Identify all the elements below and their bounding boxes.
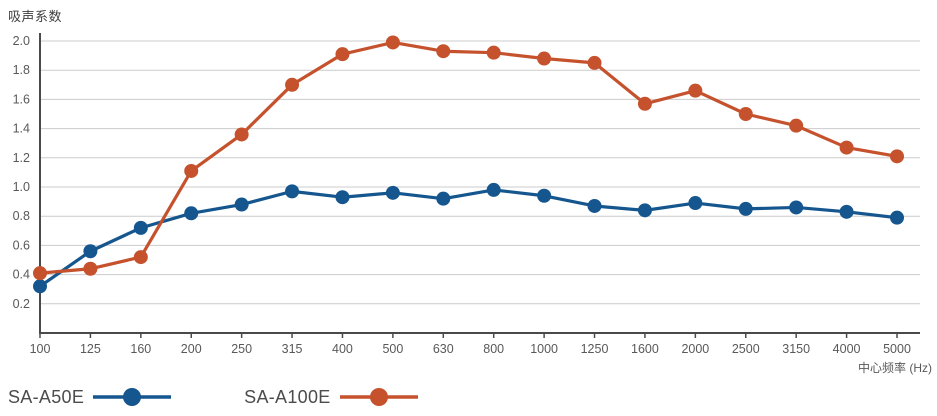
data-point-SA-A50E-1250 — [587, 198, 602, 213]
y-tick-label: 1.8 — [13, 63, 30, 77]
x-tick-label: 3150 — [782, 342, 810, 356]
data-point-SA-A50E-2500 — [738, 201, 753, 216]
data-point-SA-A50E-1600 — [637, 203, 652, 218]
legend-item-sa-a50e: SA-A50E — [8, 385, 172, 409]
data-point-SA-A50E-125 — [83, 244, 98, 259]
chart-title: 吸声系数 — [8, 9, 63, 24]
data-point-SA-A100E-1600 — [637, 96, 652, 111]
legend-label-sa-a50e: SA-A50E — [8, 386, 85, 407]
x-tick-label: 4000 — [833, 342, 861, 356]
data-point-SA-A50E-1000 — [537, 188, 552, 203]
data-point-SA-A100E-1000 — [537, 51, 552, 66]
x-tick-label: 800 — [483, 342, 504, 356]
data-point-SA-A100E-200 — [184, 163, 199, 178]
data-point-SA-A100E-125 — [83, 261, 98, 276]
data-point-SA-A50E-630 — [436, 191, 451, 206]
x-tick-label: 200 — [181, 342, 202, 356]
x-tick-label: 1250 — [581, 342, 609, 356]
x-tick-label: 125 — [80, 342, 101, 356]
data-point-SA-A50E-3150 — [789, 200, 804, 215]
x-tick-label: 1600 — [631, 342, 659, 356]
data-point-SA-A100E-4000 — [839, 140, 854, 155]
y-tick-label: 0.4 — [13, 268, 30, 282]
series-line-SA-A50E — [39, 188, 898, 288]
legend-marker-sa-a50e-icon — [93, 388, 172, 406]
x-tick-label: 2500 — [732, 342, 760, 356]
x-tick-label: 250 — [231, 342, 252, 356]
data-point-SA-A50E-2000 — [688, 196, 703, 211]
x-tick-label: 160 — [130, 342, 151, 356]
data-point-SA-A100E-630 — [436, 44, 451, 59]
y-tick-label: 0.6 — [13, 238, 30, 252]
y-tick-label: 1.0 — [13, 180, 30, 194]
data-point-SA-A100E-800 — [486, 45, 501, 60]
legend-dot-icon — [369, 388, 388, 406]
x-tick-label: 400 — [332, 342, 353, 356]
data-point-SA-A100E-1250 — [587, 55, 602, 70]
data-point-SA-A100E-2500 — [738, 107, 753, 121]
series-line-SA-A100E — [39, 40, 898, 275]
data-point-SA-A100E-500 — [385, 35, 400, 50]
x-tick-label: 5000 — [883, 342, 911, 356]
data-point-SA-A100E-160 — [133, 250, 148, 265]
x-tick-label: 315 — [282, 342, 303, 356]
x-tick-label: 630 — [433, 342, 454, 356]
data-point-SA-A50E-160 — [133, 220, 148, 235]
y-tick-label: 0.2 — [13, 297, 30, 311]
data-point-SA-A50E-5000 — [890, 210, 904, 225]
data-point-SA-A100E-5000 — [890, 149, 904, 164]
data-point-SA-A100E-3150 — [789, 118, 804, 133]
data-point-SA-A100E-100 — [33, 266, 47, 281]
x-tick-label: 2000 — [681, 342, 709, 356]
x-axis-title: 中心频率 (Hz) — [858, 360, 932, 375]
x-tick-label: 1000 — [530, 342, 558, 356]
legend-dot-icon — [123, 388, 142, 406]
x-tick-label: 500 — [382, 342, 403, 356]
legend-marker-sa-a100e-icon — [339, 388, 418, 406]
data-point-SA-A100E-250 — [234, 127, 249, 142]
y-tick-label: 1.6 — [13, 92, 30, 106]
data-point-SA-A50E-200 — [184, 206, 199, 221]
y-tick-label: 1.2 — [13, 151, 30, 165]
data-point-SA-A50E-4000 — [839, 204, 854, 219]
data-point-SA-A50E-100 — [33, 279, 47, 294]
data-point-SA-A50E-500 — [385, 185, 400, 200]
data-point-SA-A50E-400 — [335, 190, 350, 205]
data-point-SA-A50E-250 — [234, 197, 249, 212]
legend-item-sa-a100e: SA-A100E — [244, 385, 418, 409]
data-point-SA-A50E-315 — [285, 184, 300, 199]
y-tick-label: 1.4 — [13, 122, 30, 136]
y-tick-label: 0.8 — [13, 209, 30, 223]
y-tick-label: 2.0 — [13, 34, 30, 48]
legend-label-sa-a100e: SA-A100E — [244, 386, 331, 407]
data-point-SA-A100E-2000 — [688, 83, 703, 98]
data-point-SA-A50E-800 — [486, 182, 501, 197]
data-point-SA-A100E-315 — [285, 77, 300, 92]
chart-legend: SA-A50E SA-A100E — [8, 381, 419, 413]
data-point-SA-A100E-400 — [335, 47, 350, 62]
x-tick-label: 100 — [30, 342, 51, 356]
line-chart-plot-area: 0.2 0.4 0.6 0.8 1.0 1.2 1.4 1.6 1.8 2.0 100 125 160 2… — [13, 33, 932, 375]
